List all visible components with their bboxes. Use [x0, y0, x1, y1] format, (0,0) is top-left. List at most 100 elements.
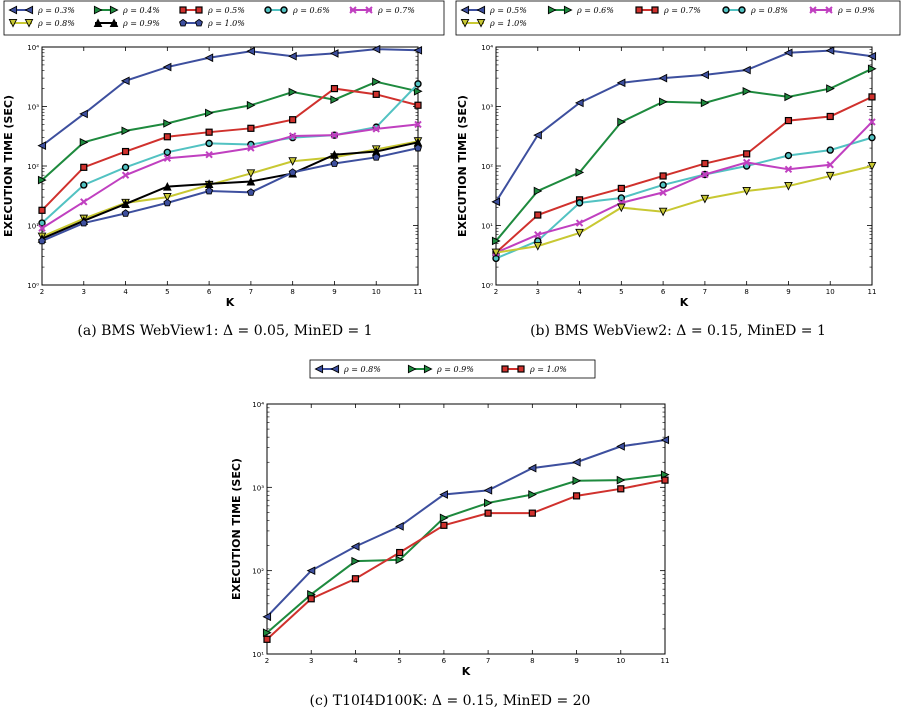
legend-marker: [314, 364, 324, 374]
series-3: [492, 133, 876, 263]
legend-marker: [195, 18, 203, 27]
data-point: [826, 84, 835, 93]
data-point: [79, 218, 88, 227]
legend-label: ρ = 0.8%: [37, 19, 75, 28]
data-point: [163, 119, 172, 128]
y-tick-label: 10⁴: [481, 44, 493, 52]
legend-item: ρ = 0.5%: [179, 6, 245, 15]
legend-marker: [93, 5, 103, 15]
data-point: [572, 476, 582, 486]
y-tick-label: 10¹: [481, 223, 493, 231]
x-axis-label: K: [680, 296, 689, 309]
data-point: [534, 211, 542, 219]
data-point: [262, 628, 272, 638]
legend-marker: [264, 6, 272, 14]
data-point: [617, 194, 626, 202]
legend-marker: [179, 18, 187, 27]
data-point: [439, 490, 448, 499]
data-point: [528, 509, 536, 517]
y-tick-label: 10⁴: [27, 44, 39, 52]
data-point: [205, 108, 214, 118]
chart-0: 2 3 4 5 6 7 8 9 10 11 10⁰ 10¹ 10² 10³ 10⁴ K EXECUTION TI…: [2, 0, 445, 339]
legend-item: ρ = 0.7%: [635, 6, 701, 15]
series-4: [492, 118, 876, 257]
data-point: [351, 556, 361, 566]
data-point: [395, 522, 404, 531]
y-axis-label: EXECUTION TIME (SEC): [456, 95, 469, 237]
legend-label: ρ = 1.0%: [207, 19, 245, 28]
legend-item: ρ = 1.0%: [179, 18, 245, 28]
data-point: [288, 87, 298, 97]
data-point: [371, 44, 381, 54]
data-point: [38, 236, 46, 245]
data-point: [79, 137, 89, 147]
data-point: [826, 161, 834, 169]
legend-marker: [809, 6, 817, 14]
data-point: [572, 492, 581, 500]
legend: ρ = 0.3% ρ = 0.4% ρ = 0.5% ρ = 0.6% ρ = 0.7%…: [3, 0, 445, 36]
data-point: [351, 575, 360, 583]
data-point: [575, 219, 584, 227]
x-tick-label: 8: [290, 288, 294, 296]
x-tick-label: 4: [353, 657, 358, 665]
legend-marker: [460, 5, 470, 15]
data-point: [575, 228, 584, 238]
legend: ρ = 0.8% ρ = 0.9% ρ = 1.0%: [309, 359, 596, 379]
x-tick-label: 4: [577, 288, 582, 296]
data-point: [440, 521, 448, 529]
series-line: [495, 49, 873, 203]
series-0: [37, 44, 423, 150]
data-point: [533, 186, 543, 196]
data-point: [742, 86, 752, 96]
series-5: [491, 161, 877, 258]
y-tick-label: 10¹: [27, 223, 39, 231]
legend-item: ρ = 1.0%: [501, 365, 567, 374]
legend-item: ρ = 0.8%: [8, 18, 75, 28]
legend-label: ρ = 1.0%: [489, 19, 527, 28]
x-tick-label: 2: [494, 288, 498, 296]
legend-marker: [651, 6, 659, 14]
data-point: [79, 109, 88, 119]
legend-label: ρ = 0.4%: [122, 6, 160, 15]
legend-item: ρ = 0.4%: [93, 5, 160, 15]
x-tick-label: 7: [249, 288, 253, 296]
data-point: [617, 117, 626, 127]
x-tick-label: 4: [123, 288, 128, 296]
plot-frame: [41, 46, 419, 286]
y-tick-label: 10³: [27, 104, 39, 112]
series-2: [263, 476, 669, 643]
data-point: [121, 126, 131, 136]
data-point: [491, 248, 501, 258]
data-point: [575, 168, 585, 177]
data-point: [414, 80, 422, 88]
data-point: [330, 131, 339, 139]
data-point: [534, 231, 542, 239]
data-point: [262, 612, 272, 622]
y-axis-label: EXECUTION TIME (SEC): [2, 95, 15, 237]
series-line: [266, 438, 666, 618]
data-point: [330, 84, 339, 93]
data-point: [246, 100, 256, 110]
x-tick-label: 8: [530, 657, 534, 665]
data-point: [246, 176, 256, 186]
data-point: [661, 476, 669, 484]
x-tick-label: 3: [309, 657, 313, 665]
data-point: [121, 171, 130, 179]
data-point: [575, 199, 584, 207]
data-point: [163, 154, 172, 162]
data-point: [288, 157, 297, 166]
data-point: [742, 65, 751, 75]
data-point: [395, 555, 405, 565]
data-point: [491, 236, 501, 246]
data-point: [484, 498, 493, 508]
legend-box: [3, 0, 445, 36]
legend-marker: [517, 365, 525, 373]
legend-marker: [109, 5, 119, 15]
legend-item: ρ = 1.0%: [460, 18, 527, 28]
series-0: [491, 46, 877, 207]
data-point: [163, 182, 172, 191]
legend-label: ρ = 0.5%: [489, 6, 527, 15]
y-tick-label: 10²: [252, 568, 264, 576]
x-tick-label: 10: [616, 657, 625, 665]
data-point: [205, 128, 213, 136]
